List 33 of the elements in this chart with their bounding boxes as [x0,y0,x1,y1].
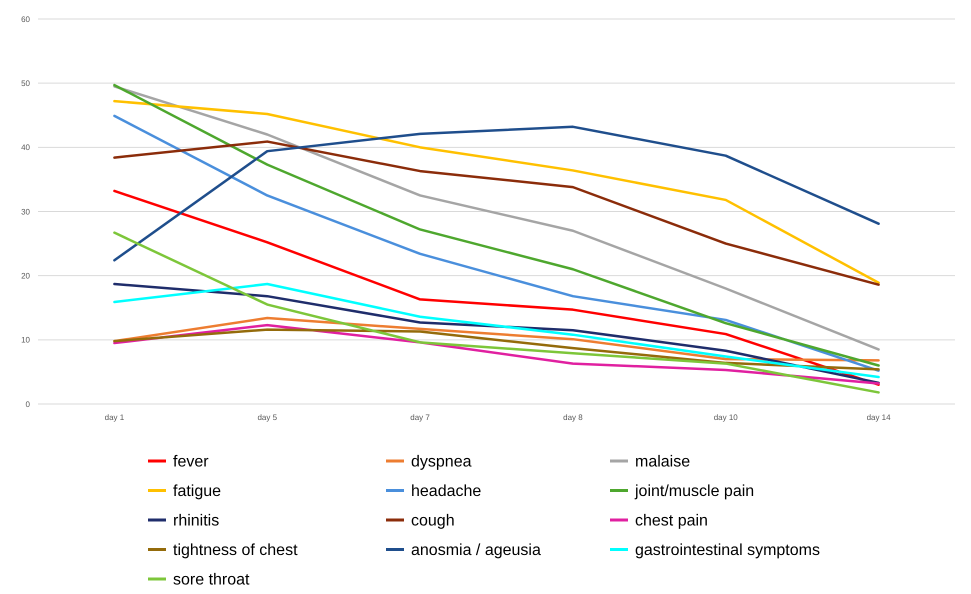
line-series [113,140,880,286]
x-tick-label: day 1 [104,413,125,422]
legend-label: fever [173,454,210,471]
x-tick-label: day 10 [714,413,738,422]
legend-label: tightness of chest [173,542,298,560]
legend-label: cough [411,512,455,530]
x-tick-label: day 7 [410,413,430,422]
line-series [113,328,880,371]
y-tick-label: 60 [21,14,31,24]
legend-label: malaise [635,454,690,471]
line-series [113,190,880,386]
x-tick-label: day 5 [257,413,278,422]
legend-label: dyspnea [411,454,472,471]
y-tick-label: 50 [21,78,31,88]
legend-label: chest pain [635,512,708,530]
line-series [113,126,880,262]
line-series [113,316,880,362]
x-tick-label: day 8 [563,413,584,422]
legend-label: headache [411,483,482,500]
legend-label: rhinitis [173,512,220,530]
x-tick-label: day 14 [866,413,892,422]
legend-label: sore throat [173,572,250,589]
y-tick-label: 40 [21,143,31,152]
line-series [113,231,880,394]
y-tick-label: 30 [21,207,31,216]
legend-label: anosmia / ageusia [411,542,541,560]
y-tick-label: 0 [26,400,31,409]
line-series [113,100,880,284]
legend-label: joint/muscle pain [634,483,754,500]
legend-label: fatigue [173,483,222,500]
y-tick-label: 20 [21,271,31,280]
legend-label: gastrointestinal symptoms [635,542,820,560]
y-tick-label: 10 [21,336,31,345]
